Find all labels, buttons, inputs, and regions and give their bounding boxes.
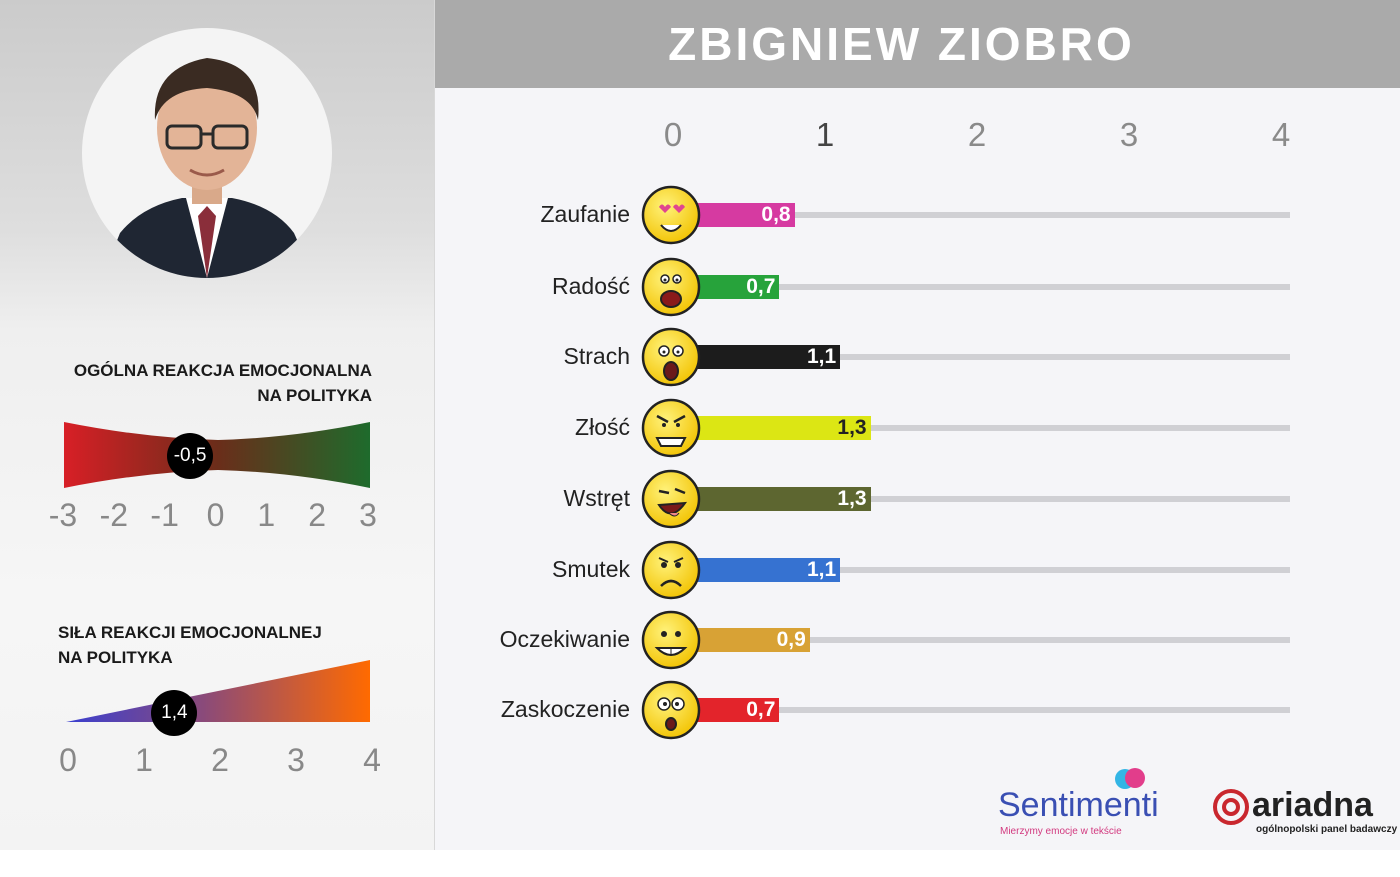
scale-tick-label: 4: [363, 742, 381, 778]
bar-value-label: 1,1: [806, 345, 837, 368]
disgusted-smiley-icon: [641, 469, 701, 529]
love-smiley-icon: [641, 185, 701, 245]
general-reaction-scale: [64, 422, 370, 488]
category-label: Strach: [563, 343, 630, 369]
bar-Smutek: 1,1: [673, 558, 841, 582]
bar-value-label: 0,9: [776, 628, 806, 651]
scale-tick-label: -1: [150, 497, 179, 533]
category-label: Zaufanie: [540, 201, 630, 227]
x-tick-label: 2: [967, 116, 987, 153]
category-label: Radość: [552, 273, 630, 299]
scale-tick-label: 0: [206, 497, 225, 533]
scale-tick-label: 1: [135, 742, 153, 778]
bar-value-label: 0,8: [761, 203, 791, 226]
category-label: Wstręt: [563, 485, 630, 511]
header-bar: ZBIGNIEW ZIOBRO: [435, 0, 1400, 88]
scale-tick-label: 3: [287, 742, 305, 778]
category-label: Zaskoczenie: [500, 696, 630, 722]
bar-value-label: 0,7: [746, 275, 776, 298]
bar-track: [673, 707, 1290, 713]
ariadna-spiral-icon: [1213, 789, 1249, 825]
x-tick-label: 3: [1119, 116, 1139, 153]
bar-track: [673, 425, 1290, 431]
politician-photo: [82, 28, 332, 278]
bar-track: [673, 284, 1290, 290]
laughing-smiley-icon: [641, 257, 701, 317]
panel-divider: [434, 0, 435, 850]
bar-Złość: 1,3: [673, 416, 871, 440]
bar-track: [673, 212, 1290, 218]
scale-tick-label: 2: [308, 497, 327, 533]
bar-track: [673, 496, 1290, 502]
scale-tick-label: 3: [359, 497, 377, 533]
scale-tick-label: 0: [59, 742, 77, 778]
grinning-smiley-icon: [641, 610, 701, 670]
surprised-smiley-icon: [641, 680, 701, 740]
reaction-strength-title: SIŁA REAKCJI EMOCJONALNEJ NA POLITYKA: [58, 623, 322, 667]
bar-track: [673, 567, 1290, 573]
x-tick-label: 0: [663, 116, 683, 153]
bar-track: [673, 354, 1290, 360]
general-reaction-title: OGÓLNA REAKCJA EMOCJONALNA NA POLITYKA: [73, 361, 372, 405]
category-label: Złość: [575, 414, 630, 440]
sentimenti-heads-icon: [1115, 768, 1145, 789]
bar-Strach: 1,1: [673, 345, 841, 369]
bar-value-label: 1,1: [806, 558, 837, 581]
bar-track: [673, 637, 1290, 643]
sad-smiley-icon: [641, 540, 701, 600]
sentimenti-tagline: Mierzymy emocje w tekście: [1000, 826, 1122, 837]
category-label: Oczekiwanie: [499, 626, 630, 652]
scared-smiley-icon: [641, 327, 701, 387]
scale-tick-label: 1: [257, 497, 276, 533]
scale-tick-label: 2: [211, 742, 229, 778]
reaction-strength-marker: 1,4: [151, 690, 198, 736]
portrait-illustration: [82, 28, 332, 278]
bar-Wstręt: 1,3: [673, 487, 871, 511]
category-label: Smutek: [552, 556, 630, 582]
general-reaction-marker: -0,5: [167, 433, 214, 479]
ariadna-name: ariadna: [1252, 786, 1373, 824]
sentimenti-name: Sentimenti: [998, 786, 1159, 824]
x-tick-label: 4: [1271, 116, 1291, 153]
page-title: ZBIGNIEW ZIOBRO: [668, 18, 1135, 70]
reaction-strength-scale: [66, 660, 370, 722]
angry-smiley-icon: [641, 398, 701, 458]
bar-value-label: 1,3: [837, 487, 867, 510]
bar-value-label: 0,7: [746, 698, 776, 721]
ariadna-tagline: ogólnopolski panel badawczy: [1256, 824, 1398, 835]
scale-tick-label: -2: [99, 497, 129, 533]
scale-tick-label: -3: [48, 497, 78, 533]
x-tick-label: 1: [815, 116, 835, 153]
bar-value-label: 1,3: [837, 416, 867, 439]
